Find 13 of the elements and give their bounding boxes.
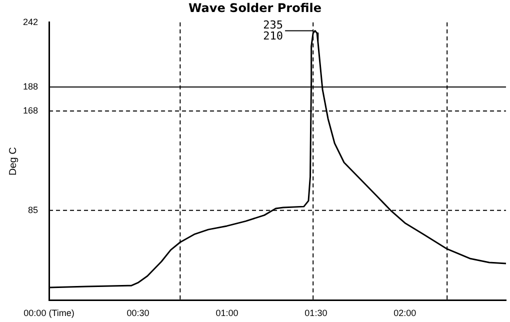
y-tick-label: 242: [22, 16, 38, 27]
y-tick-label: 168: [22, 105, 38, 116]
x-tick-label: 02:00: [394, 308, 416, 318]
x-tick-label: 00:00 (Time): [24, 308, 74, 318]
x-tick-label: 00:30: [126, 308, 150, 318]
y-axis-title: Deg C: [8, 147, 19, 176]
x-tick-label: 01:00: [216, 308, 238, 318]
y-tick-label: 85: [28, 204, 38, 215]
annotation: 235: [263, 18, 284, 32]
y-tick-label: 188: [22, 82, 38, 92]
x-tick-label: 01:30: [304, 308, 328, 318]
annotation: 210: [263, 30, 284, 43]
chart-title: Wave Solder Profile: [188, 0, 322, 16]
